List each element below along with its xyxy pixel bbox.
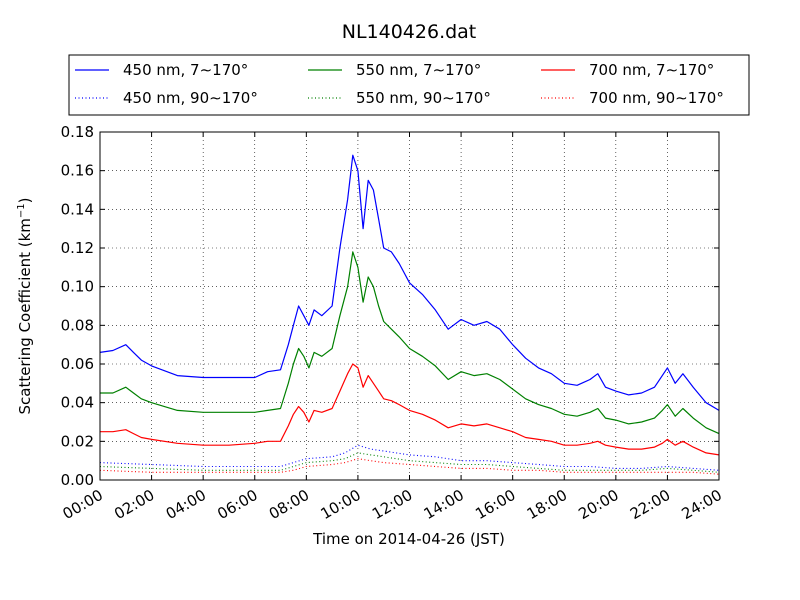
y-axis-label: Scattering Coefficient (km−1) (16, 197, 34, 414)
legend-label-5: 700 nm, 90∼170° (589, 89, 724, 107)
series-layer (99, 154, 720, 475)
legend-label-3: 450 nm, 90∼170° (123, 89, 258, 107)
y-tick-label-4: 0.08 (61, 316, 94, 334)
y-tick-label-5: 0.10 (61, 278, 94, 296)
y-tick-label-2: 0.04 (61, 394, 94, 412)
y-tick-label-6: 0.12 (61, 239, 94, 257)
y-axis-label-main: Scattering Coefficient (km (16, 218, 34, 414)
y-tick-label-9: 0.18 (61, 123, 94, 141)
series-line-0 (99, 154, 720, 411)
legend-box (68, 54, 750, 116)
legend-label-1: 550 nm, 7∼170° (356, 61, 481, 79)
legend-label-0: 450 nm, 7∼170° (123, 61, 248, 79)
y-axis-label-close: ) (16, 197, 34, 203)
series-line-1 (100, 251, 720, 435)
legend-label-2: 700 nm, 7∼170° (589, 61, 714, 79)
legend-label-4: 550 nm, 90∼170° (356, 89, 491, 107)
y-tick-label-1: 0.02 (61, 432, 94, 450)
legend: 450 nm, 7∼170° 550 nm, 7∼170° 700 nm, 7∼17… (68, 54, 750, 116)
y-axis-label-superscript: −1 (16, 203, 27, 218)
y-tick-label-3: 0.06 (61, 355, 94, 373)
y-tick-label-8: 0.16 (61, 162, 94, 180)
y-tick-label-7: 0.14 (61, 200, 94, 218)
y-tick-label-0: 0.00 (61, 471, 94, 489)
chart-title: NL140426.dat (342, 21, 477, 43)
y-axis: 0.00 0.02 0.04 0.06 0.08 0.10 0.12 0.14 0.16 0.18 (61, 123, 719, 489)
series-line-2 (100, 363, 720, 456)
x-axis-label: Time on 2014-04-26 (JST) (312, 530, 505, 548)
